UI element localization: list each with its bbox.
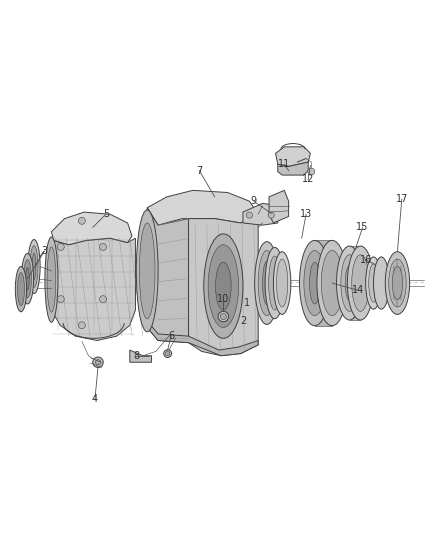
Ellipse shape [369,264,378,302]
Ellipse shape [15,266,27,312]
Ellipse shape [385,252,410,314]
Ellipse shape [24,260,32,298]
Ellipse shape [47,247,56,312]
Ellipse shape [273,252,291,314]
Text: 8: 8 [133,351,139,361]
Ellipse shape [268,256,281,310]
Text: 10: 10 [217,294,230,304]
Polygon shape [278,162,308,175]
Bar [350,246,360,320]
Ellipse shape [366,257,381,309]
Circle shape [78,217,85,224]
Text: 14: 14 [352,286,364,295]
Circle shape [99,296,106,303]
Ellipse shape [45,237,58,322]
Ellipse shape [254,241,279,325]
Ellipse shape [204,234,243,338]
Ellipse shape [352,255,369,311]
Ellipse shape [276,259,288,307]
Circle shape [166,351,170,356]
Text: 6: 6 [168,331,174,341]
Ellipse shape [208,245,239,327]
Polygon shape [188,214,258,356]
Ellipse shape [389,259,406,307]
Polygon shape [51,212,132,245]
Text: 5: 5 [103,209,109,219]
Circle shape [78,322,85,329]
Ellipse shape [28,239,40,294]
Ellipse shape [347,246,374,320]
Circle shape [93,357,103,367]
Polygon shape [51,238,135,341]
Polygon shape [269,190,289,223]
Ellipse shape [18,272,25,305]
Circle shape [164,350,172,358]
Circle shape [247,212,253,218]
Circle shape [57,244,64,251]
Text: 17: 17 [396,194,408,204]
Polygon shape [243,204,278,225]
Text: 12: 12 [302,174,314,184]
Ellipse shape [374,257,389,309]
Text: 13: 13 [300,209,312,219]
Polygon shape [147,190,258,225]
Circle shape [99,244,106,251]
Ellipse shape [321,251,343,316]
Text: 9: 9 [251,196,257,206]
Polygon shape [130,350,152,362]
Ellipse shape [32,254,36,279]
Ellipse shape [262,261,271,305]
Circle shape [218,311,229,322]
Text: 7: 7 [196,166,202,176]
Bar [315,240,332,326]
Ellipse shape [304,251,325,316]
Circle shape [57,296,64,303]
Ellipse shape [136,210,158,332]
Ellipse shape [392,266,403,300]
Circle shape [308,168,315,175]
Ellipse shape [341,255,358,311]
Text: 2: 2 [240,316,246,326]
Polygon shape [276,147,311,166]
Text: 16: 16 [360,255,372,265]
Ellipse shape [317,240,347,326]
Ellipse shape [26,268,29,290]
Circle shape [220,313,226,320]
Polygon shape [147,321,258,356]
Circle shape [268,212,274,218]
Circle shape [95,360,101,365]
Ellipse shape [21,254,34,304]
Ellipse shape [215,262,231,310]
Text: 11: 11 [278,159,290,169]
Ellipse shape [310,262,320,304]
Text: 15: 15 [357,222,369,232]
Ellipse shape [300,240,330,326]
Ellipse shape [258,251,276,316]
Polygon shape [147,208,188,343]
Ellipse shape [30,246,38,287]
Text: 1: 1 [244,298,251,309]
Ellipse shape [345,265,354,301]
Text: 4: 4 [92,394,98,404]
Ellipse shape [139,223,155,319]
Ellipse shape [336,246,363,320]
Text: 3: 3 [41,246,47,256]
Ellipse shape [265,247,284,319]
